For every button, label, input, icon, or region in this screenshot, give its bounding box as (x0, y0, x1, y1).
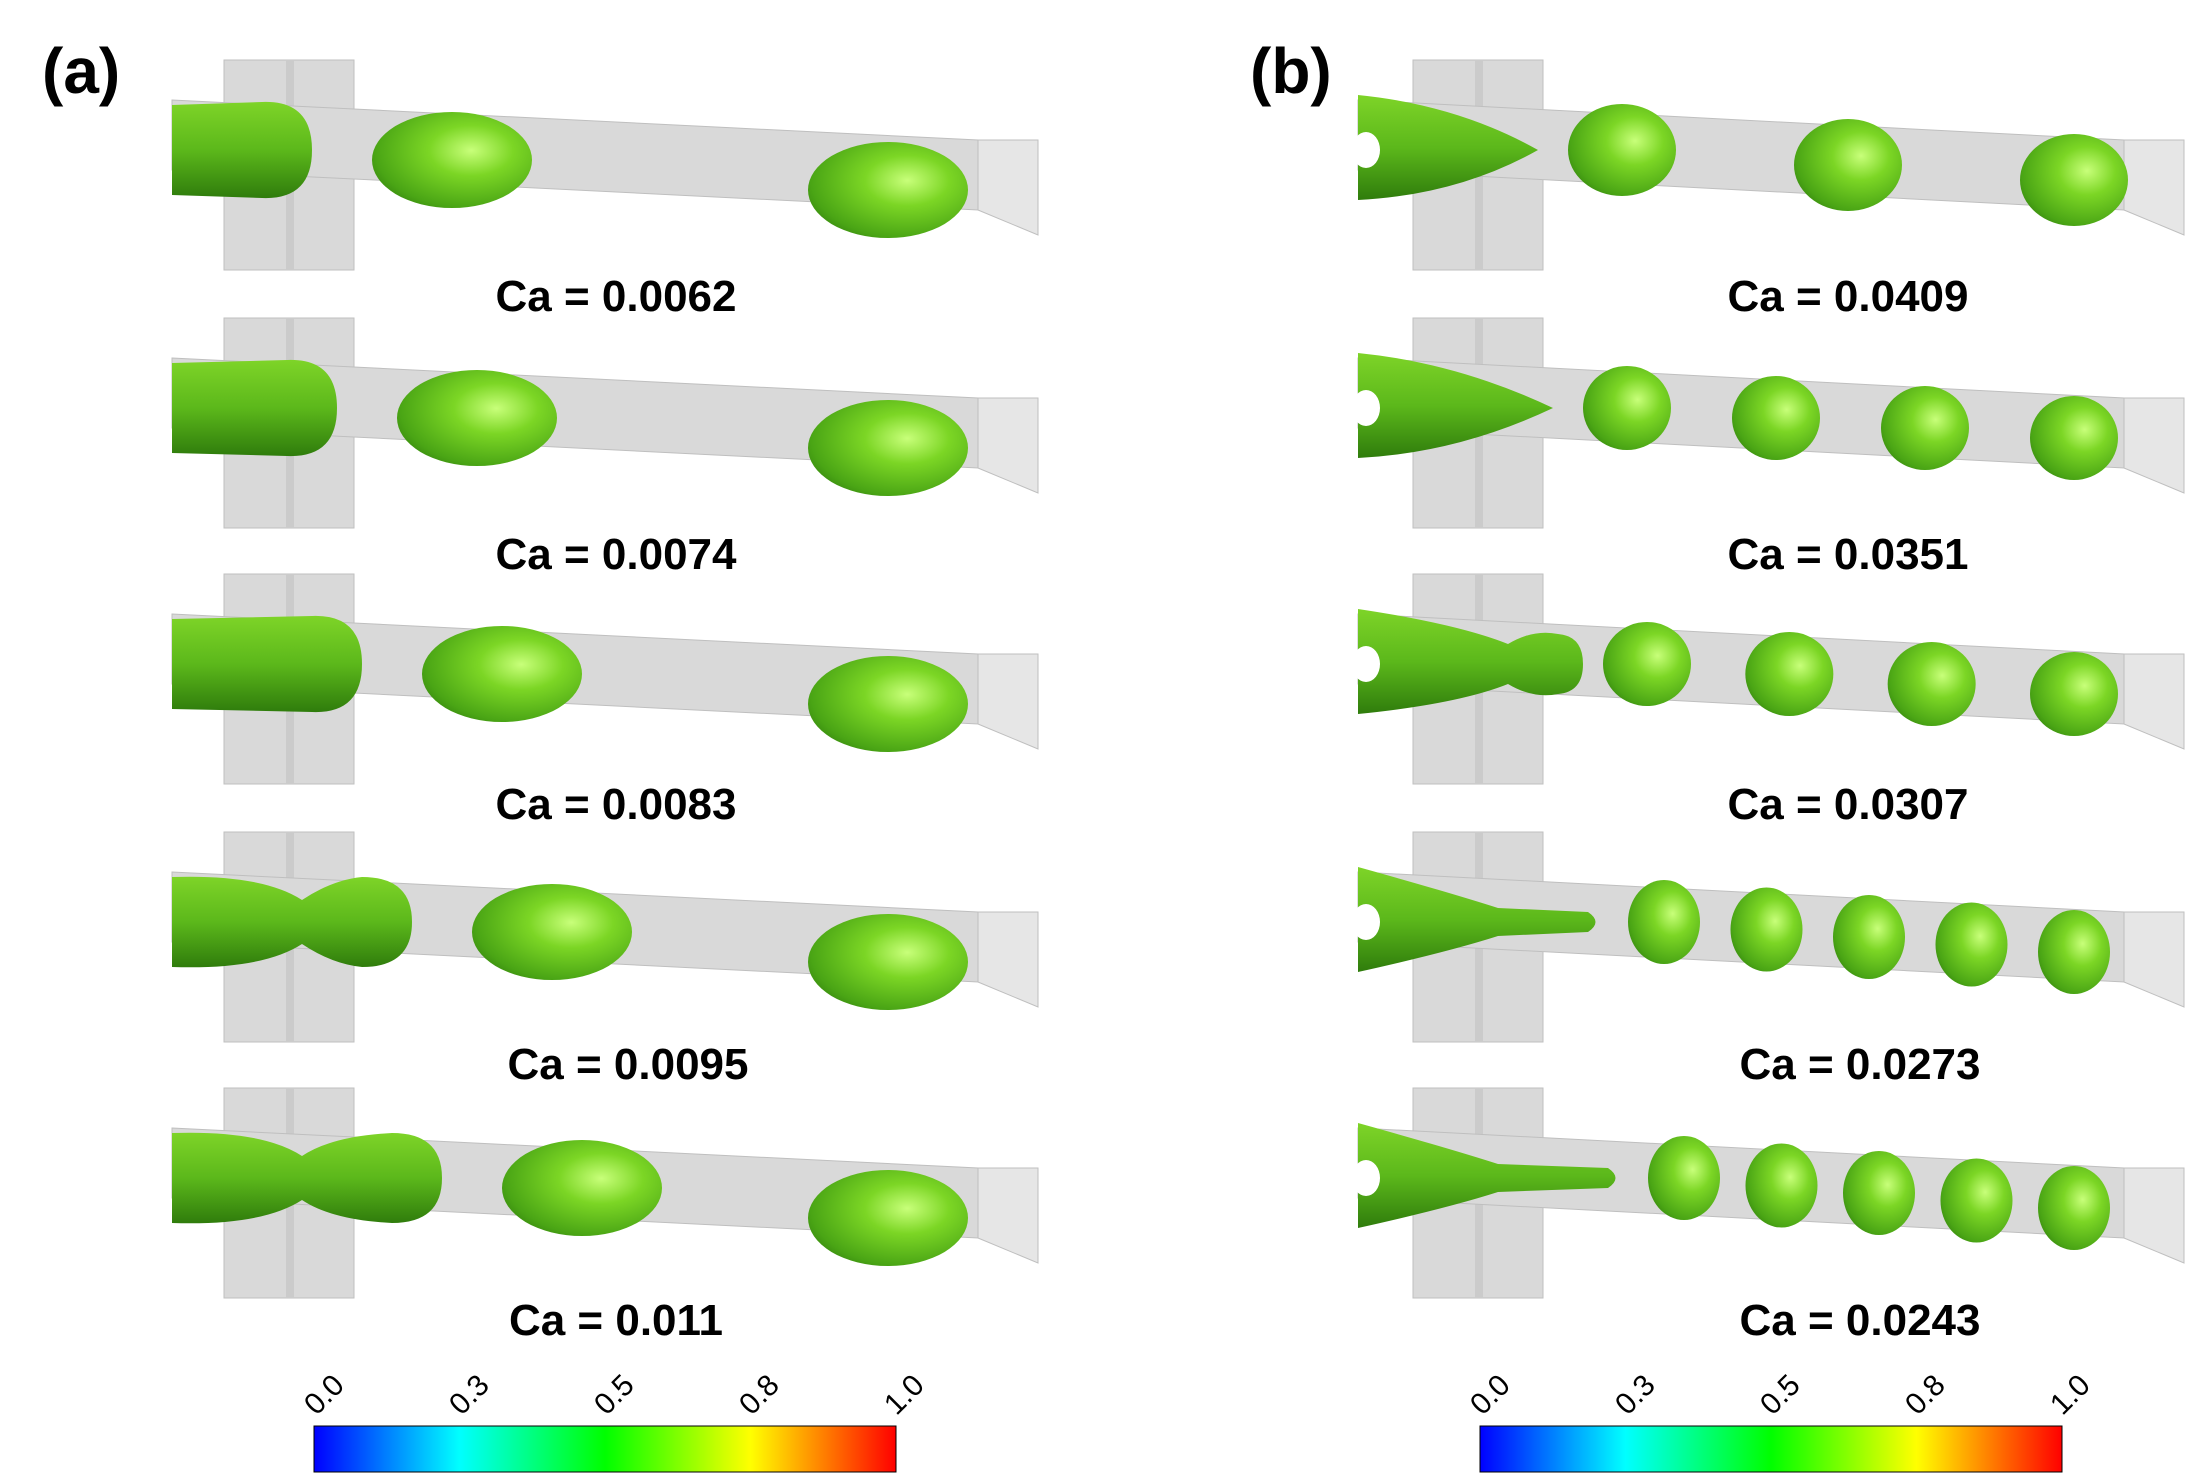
droplet (422, 626, 582, 722)
dispersed-thread (1358, 609, 1583, 714)
dispersed-thread (172, 615, 362, 713)
ca-label-a-0: Ca = 0.0062 (495, 272, 737, 321)
snapshot-b-1 (1352, 317, 2185, 529)
ca-label-b-4: Ca = 0.0243 (1739, 1296, 1981, 1345)
droplet (1794, 119, 1902, 211)
droplet (2038, 910, 2110, 994)
droplet (2030, 396, 2118, 480)
dispersed-thread (172, 876, 412, 968)
snapshot-b-0 (1352, 59, 2185, 271)
ca-label-a-1: Ca = 0.0074 (495, 530, 737, 579)
droplet (1583, 366, 1671, 450)
ca-label-a-2: Ca = 0.0083 (495, 780, 737, 829)
dispersed-thread (172, 101, 312, 199)
channel-end-face (2123, 653, 2185, 750)
droplet (1833, 895, 1905, 979)
inlet-notch (1352, 132, 1380, 168)
droplet (1935, 902, 2008, 987)
ca-label-b-2: Ca = 0.0307 (1727, 780, 1969, 829)
snapshot-b-2 (1352, 573, 2185, 785)
channel-end-face (977, 1167, 1039, 1264)
droplet (2030, 652, 2118, 736)
snapshot-a-2 (171, 573, 1039, 785)
channel-end-face (977, 397, 1039, 494)
ca-label-a-4: Ca = 0.011 (508, 1296, 724, 1345)
droplet (808, 656, 968, 752)
droplet (1568, 104, 1676, 196)
droplet (1730, 887, 1803, 972)
droplet (2020, 134, 2128, 226)
channel-end-face (2123, 911, 2185, 1008)
channel-end-face (2123, 397, 2185, 494)
snapshot-b-3 (1352, 831, 2185, 1043)
droplet (372, 112, 532, 208)
ca-label-a-3: Ca = 0.0095 (507, 1040, 749, 1089)
droplet (1881, 386, 1969, 470)
dispersed-thread (172, 359, 337, 457)
snapshot-a-0 (171, 59, 1039, 271)
inlet-notch (1352, 390, 1380, 426)
droplet (1648, 1136, 1720, 1220)
droplet (1887, 642, 1976, 726)
inlet-notch (1352, 1160, 1380, 1196)
droplet (1732, 376, 1820, 460)
channel-end-face (977, 139, 1039, 236)
droplet (808, 142, 968, 238)
inlet-notch (1352, 646, 1380, 682)
panel-label-b: (b) (1250, 35, 1332, 107)
channel-end-face (977, 911, 1039, 1008)
snapshot-b-4 (1352, 1087, 2185, 1299)
droplet (2038, 1166, 2110, 1250)
droplet (1628, 880, 1700, 964)
droplet (808, 1170, 968, 1266)
ca-label-b-1: Ca = 0.0351 (1727, 530, 1969, 579)
snapshot-a-3 (171, 831, 1039, 1043)
droplet (1745, 632, 1834, 716)
droplet (1603, 622, 1691, 706)
droplet (1745, 1143, 1818, 1228)
droplet (808, 914, 968, 1010)
dispersed-thread (1358, 867, 1596, 972)
inlet-notch (1352, 904, 1380, 940)
dispersed-thread (1358, 95, 1538, 200)
droplet (808, 400, 968, 496)
snapshot-a-4 (171, 1087, 1039, 1299)
channel-end-face (2123, 1167, 2185, 1264)
channel-end-face (977, 653, 1039, 750)
channel-end-face (2123, 139, 2185, 236)
colorbar-a (313, 1425, 897, 1473)
droplet (1843, 1151, 1915, 1235)
droplet (1940, 1158, 2013, 1243)
dispersed-thread (1358, 353, 1553, 458)
colorbar-b (1479, 1425, 2063, 1473)
dispersed-thread (172, 1132, 442, 1224)
droplet (502, 1140, 662, 1236)
ca-label-b-3: Ca = 0.0273 (1739, 1040, 1981, 1089)
droplet (397, 370, 557, 466)
snapshot-a-1 (171, 317, 1039, 529)
dispersed-thread (1358, 1123, 1616, 1228)
droplet (472, 884, 632, 980)
ca-label-b-0: Ca = 0.0409 (1727, 272, 1969, 321)
panel-label-a: (a) (42, 35, 121, 107)
